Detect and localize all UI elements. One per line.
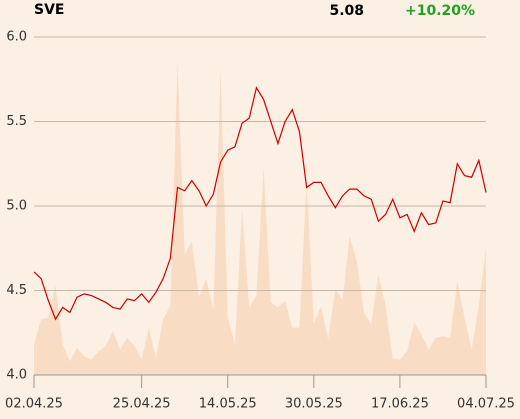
y-tick-label: 5.0: [6, 199, 27, 214]
y-tick-label: 4.0: [6, 368, 27, 383]
x-tick-label: 30.05.25: [285, 397, 343, 412]
x-tick-label: 14.05.25: [199, 397, 257, 412]
y-tick-label: 5.5: [6, 114, 27, 129]
change: +10.20%: [405, 3, 475, 19]
volume-area: [34, 62, 486, 375]
x-tick-label: 02.04.25: [5, 397, 63, 412]
symbol: SVE: [34, 2, 64, 18]
price: 5.08: [329, 3, 364, 19]
x-tick-label: 17.06.25: [371, 397, 429, 412]
x-tick-label: 04.07.25: [457, 397, 515, 412]
y-tick-label: 6.0: [6, 30, 27, 45]
price-line: [33, 86, 487, 321]
x-tick-label: 25.04.25: [113, 397, 171, 412]
y-tick-label: 4.5: [6, 283, 27, 298]
